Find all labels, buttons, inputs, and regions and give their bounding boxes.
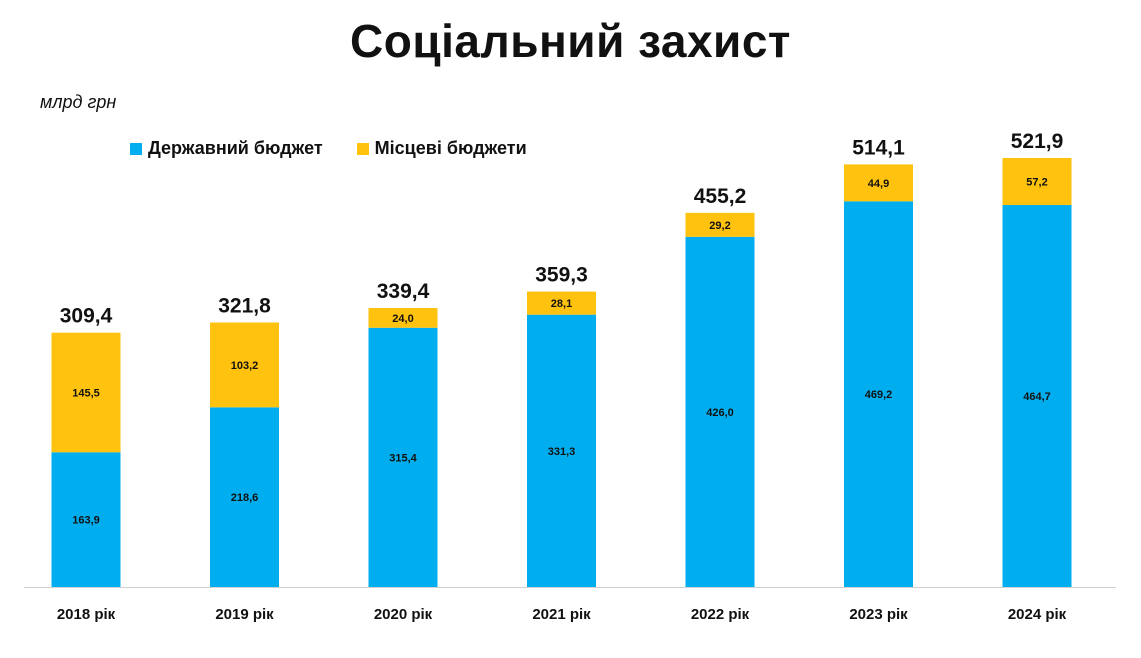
data-label-state-budget: 469,2 <box>865 389 893 401</box>
total-label: 359,3 <box>535 264 588 287</box>
bar-local-budgets <box>1002 158 1072 206</box>
legend-item-state-budget: Державний бюджет <box>130 138 323 159</box>
bar-local-budgets <box>685 212 755 237</box>
legend-swatch-local-budgets <box>356 142 369 155</box>
bar-state-budget <box>51 452 121 587</box>
total-label: 514,1 <box>852 136 905 159</box>
x-tick-label: 2023 рік <box>849 606 908 623</box>
x-tick-label: 2022 рік <box>691 606 750 623</box>
data-label-state-budget: 464,7 <box>1023 391 1051 403</box>
bar-local-budgets <box>527 291 596 315</box>
total-label: 321,8 <box>218 294 271 317</box>
legend-item-local-budgets: Місцеві бюджети <box>356 138 527 159</box>
bar-local-budgets <box>51 332 121 453</box>
x-tick-label: 2021 рік <box>532 606 591 623</box>
total-label: 455,2 <box>694 185 747 208</box>
data-label-local-budgets: 28,1 <box>551 298 572 310</box>
x-tick-label: 2019 рік <box>215 606 274 623</box>
x-tick-label: 2024 рік <box>1008 606 1067 623</box>
data-label-state-budget: 315,4 <box>389 452 417 464</box>
total-label: 521,9 <box>1011 130 1064 153</box>
chart-title: Соціальний захист <box>350 15 791 67</box>
bar-local-budgets <box>368 308 438 328</box>
x-tick-label: 2018 рік <box>57 606 116 623</box>
legend: Державний бюджет Місцеві бюджети <box>130 138 527 159</box>
total-label: 339,4 <box>377 280 430 303</box>
data-label-local-budgets: 24,0 <box>392 313 413 325</box>
data-label-state-budget: 218,6 <box>231 492 259 504</box>
data-label-local-budgets: 29,2 <box>709 220 730 232</box>
data-label-state-budget: 426,0 <box>706 407 734 419</box>
x-tick-label: 2020 рік <box>374 606 433 623</box>
data-label-local-budgets: 44,9 <box>868 178 889 190</box>
data-label-state-budget: 331,3 <box>548 446 576 458</box>
bar-local-budgets <box>210 322 279 408</box>
bar-state-budget <box>210 407 279 587</box>
bar-state-budget <box>1002 205 1072 588</box>
bar-state-budget <box>685 236 755 587</box>
data-label-local-budgets: 103,2 <box>231 360 259 372</box>
bar-state-budget <box>527 314 596 587</box>
data-label-local-budgets: 57,2 <box>1026 177 1047 189</box>
bar-state-budget <box>844 201 913 587</box>
total-label: 309,4 <box>60 305 113 328</box>
unit-label: млрд грн <box>40 92 117 112</box>
legend-label-state-budget: Державний бюджет <box>148 138 323 158</box>
bar-state-budget <box>368 327 438 587</box>
data-label-state-budget: 163,9 <box>72 515 100 527</box>
data-label-local-budgets: 145,5 <box>72 387 100 399</box>
legend-swatch-state-budget <box>130 142 142 155</box>
bar-local-budgets <box>844 164 913 202</box>
legend-label-local-budgets: Місцеві бюджети <box>374 138 527 158</box>
